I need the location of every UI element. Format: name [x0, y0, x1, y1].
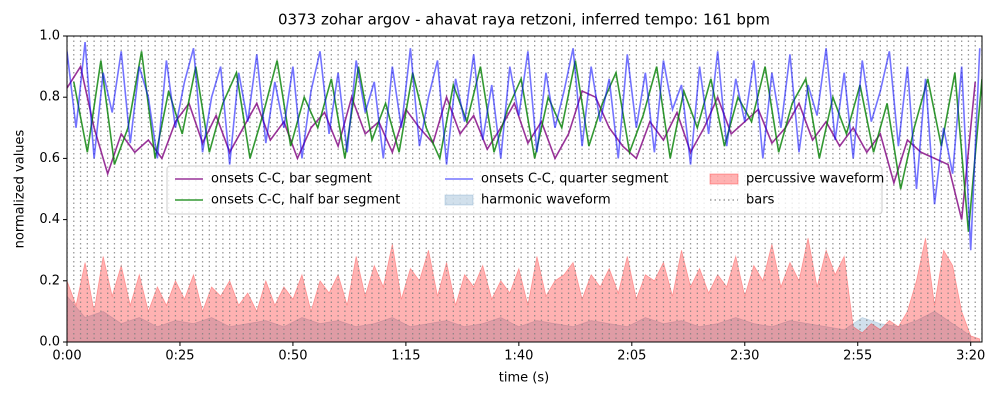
onset-line: [67, 42, 981, 251]
x-tick-label: 1:15: [391, 349, 420, 364]
legend-swatch: [444, 194, 474, 206]
legend-label: harmonic waveform: [481, 193, 611, 208]
waveform-area: [67, 295, 972, 342]
x-tick-label: 0:50: [278, 349, 307, 364]
y-tick-label: 0.2: [39, 273, 60, 288]
legend-label: percussive waveform: [746, 172, 884, 187]
legend-box: [166, 165, 883, 215]
legend-label: onsets C-C, bar segment: [211, 172, 372, 187]
x-tick-label: 1:40: [504, 349, 533, 364]
y-tick-label: 0.8: [39, 90, 60, 105]
y-tick-label: 0.0: [39, 335, 60, 350]
x-axis-label: time (s): [499, 371, 549, 386]
x-tick-label: 3:20: [956, 349, 985, 364]
legend-label: onsets C-C, quarter segment: [481, 172, 668, 187]
waveform-area: [67, 237, 981, 342]
x-tick-label: 2:55: [843, 349, 872, 364]
legend-swatch: [709, 173, 739, 185]
legend-label: onsets C-C, half bar segment: [211, 193, 400, 208]
y-tick-label: 1.0: [39, 29, 60, 44]
y-axis-label: normalized values: [13, 129, 28, 248]
y-tick-label: 0.6: [39, 151, 60, 166]
x-tick-label: 0:00: [52, 349, 81, 364]
axes-frame: [66, 35, 983, 343]
x-tick-label: 0:25: [165, 349, 194, 364]
x-tick-label: 2:30: [730, 349, 759, 364]
onset-line: [72, 51, 982, 232]
x-tick-label: 2:05: [617, 349, 646, 364]
chart-title: 0373 zohar argov - ahavat raya retzoni, …: [278, 11, 770, 29]
y-tick-label: 0.4: [39, 212, 60, 227]
legend-label: bars: [746, 193, 775, 208]
